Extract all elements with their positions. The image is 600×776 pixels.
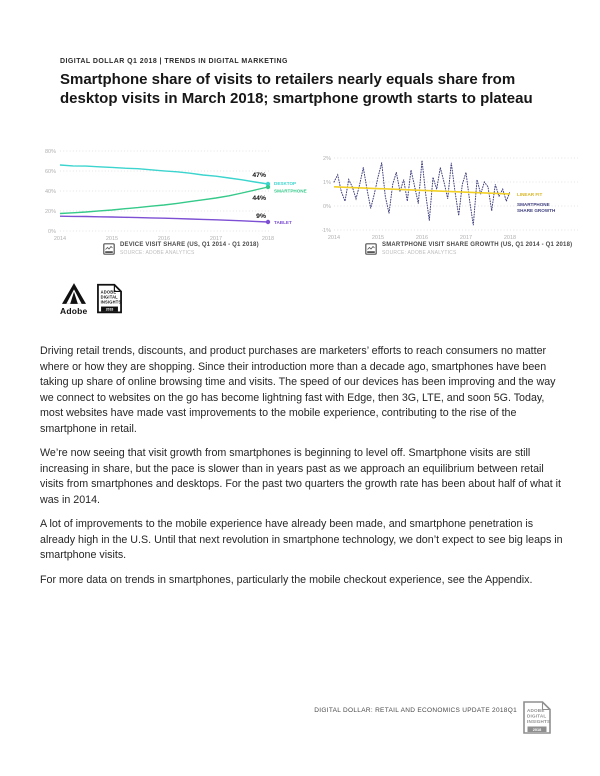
adobe-wordmark: Adobe: [60, 306, 88, 316]
eyebrow: DIGITAL DOLLAR Q1 2018 | TRENDS IN DIGIT…: [60, 58, 288, 65]
chart-thumbnail-icon: [103, 243, 115, 255]
svg-text:2018: 2018: [504, 235, 516, 241]
svg-text:9%: 9%: [256, 213, 266, 220]
svg-text:DIGITAL: DIGITAL: [101, 295, 119, 300]
svg-text:80%: 80%: [45, 149, 56, 155]
adi-badge-icon: ADOBE DIGITAL INSIGHTS 2018: [97, 283, 123, 314]
svg-text:INSIGHTS: INSIGHTS: [101, 299, 122, 304]
svg-text:1%: 1%: [323, 180, 331, 186]
device-visit-share-chart: 80% 60% 40% 20% 0% 2014 2015 2016 2017 2018 47% 44%…: [38, 148, 310, 248]
svg-text:47%: 47%: [252, 172, 266, 179]
svg-text:TABLET: TABLET: [274, 220, 292, 225]
paragraph: For more data on trends in smartphones, …: [40, 573, 533, 586]
page-title: Smartphone share of visits to retailers …: [60, 71, 533, 107]
svg-text:2%: 2%: [323, 156, 331, 162]
svg-text:2016: 2016: [416, 235, 428, 241]
chart-caption-source: SOURCE: ADOBE ANALYTICS: [382, 249, 457, 256]
svg-text:LINEAR FIT: LINEAR FIT: [517, 192, 542, 197]
svg-text:DESKTOP: DESKTOP: [274, 181, 296, 186]
svg-text:2016: 2016: [158, 236, 170, 242]
svg-text:40%: 40%: [45, 189, 56, 195]
device-chart-caption: DEVICE VISIT SHARE (US, Q1 2014 - Q1 201…: [103, 242, 259, 256]
smartphone-growth-chart: 2% 1% 0% -1% 2014 2015 2016 2017 2018 LINEAR FIT S…: [322, 150, 584, 250]
svg-text:20%: 20%: [45, 209, 56, 215]
svg-text:2017: 2017: [460, 235, 472, 241]
svg-text:2017: 2017: [210, 236, 222, 242]
svg-text:60%: 60%: [45, 169, 56, 175]
svg-text:-1%: -1%: [322, 228, 331, 234]
body-copy: Driving retail trends, discounts, and pr…: [40, 344, 563, 597]
chart-caption-title: DEVICE VISIT SHARE (US, Q1 2014 - Q1 201…: [120, 242, 259, 248]
chart-caption-title: SMARTPHONE VISIT SHARE GROWTH (US, Q1 20…: [382, 242, 573, 248]
logo-block: Adobe ADOBE DIGITAL INSIGHTS 2018: [60, 283, 123, 316]
svg-text:ADOBE: ADOBE: [527, 708, 545, 713]
svg-text:0%: 0%: [48, 229, 56, 235]
growth-chart-caption: SMARTPHONE VISIT SHARE GROWTH (US, Q1 20…: [365, 242, 572, 256]
adobe-logo-icon: [61, 283, 86, 304]
svg-text:2015: 2015: [372, 235, 384, 241]
svg-text:44%: 44%: [252, 195, 266, 202]
svg-text:2018: 2018: [533, 728, 541, 732]
paragraph: Driving retail trends, discounts, and pr…: [40, 345, 556, 435]
svg-text:2018: 2018: [106, 307, 114, 311]
svg-text:INSIGHTS: INSIGHTS: [527, 719, 550, 724]
svg-text:2015: 2015: [106, 236, 118, 242]
paragraph: A lot of improvements to the mobile expe…: [40, 518, 563, 561]
chart-thumbnail-icon: [365, 243, 377, 255]
paragraph: We’re now seeing that visit growth from …: [40, 447, 561, 506]
svg-text:0%: 0%: [323, 204, 331, 210]
svg-text:SMARTPHONE: SMARTPHONE: [517, 202, 550, 207]
footer-text: DIGITAL DOLLAR: RETAIL AND ECONOMICS UPD…: [314, 707, 517, 714]
svg-text:2014: 2014: [328, 235, 340, 241]
chart-caption-source: SOURCE: ADOBE ANALYTICS: [120, 249, 195, 256]
svg-text:ADOBE: ADOBE: [101, 290, 117, 295]
svg-text:SHARE GROWTH: SHARE GROWTH: [517, 208, 556, 213]
svg-text:DIGITAL: DIGITAL: [527, 714, 546, 719]
svg-text:SMARTPHONE: SMARTPHONE: [274, 189, 307, 194]
adi-footer-badge-icon: ADOBE DIGITAL INSIGHTS 2018: [523, 701, 551, 734]
svg-text:2014: 2014: [54, 236, 66, 242]
svg-text:2018: 2018: [262, 236, 274, 242]
